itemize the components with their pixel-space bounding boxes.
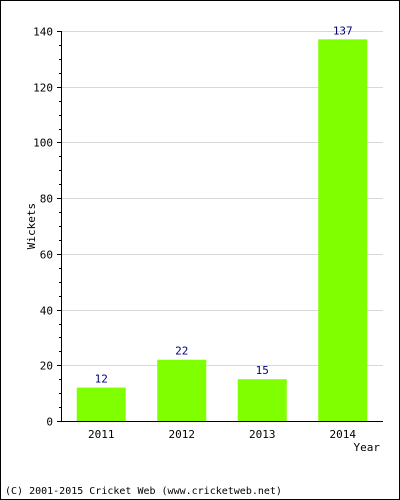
y-tick-label: 0 [46, 416, 53, 429]
y-tick-label: 100 [33, 137, 53, 150]
x-tick-label-2011: 2011 [88, 428, 115, 441]
data-label-2012: 22 [175, 345, 188, 358]
bar-2011 [76, 387, 126, 421]
y-tick-label: 120 [33, 82, 53, 95]
data-label-2014: 137 [333, 24, 353, 37]
x-tick-label-2014: 2014 [330, 428, 357, 441]
y-tick-label: 60 [40, 249, 53, 262]
y-axis-label: Wickets [25, 203, 38, 249]
x-tick-label-2012: 2012 [169, 428, 196, 441]
bar-2013 [237, 379, 287, 421]
bar-2014 [318, 39, 368, 421]
y-tick-label: 140 [33, 26, 53, 39]
axes: 0 20 40 60 80 100 120 140 2011 2012 2013 2014 [33, 26, 383, 441]
y-tick-label: 20 [40, 360, 53, 373]
y-tick-label: 80 [40, 193, 53, 206]
bar-2012 [157, 359, 207, 421]
data-label-2011: 12 [95, 373, 108, 386]
data-label-2013: 15 [256, 364, 269, 377]
bars [76, 39, 368, 421]
x-axis-label: Year [354, 441, 381, 454]
x-tick-label-2013: 2013 [249, 428, 276, 441]
copyright-text: (C) 2001-2015 Cricket Web (www.cricketwe… [5, 486, 282, 497]
y-tick-label: 40 [40, 305, 53, 318]
grid-lines [61, 31, 383, 366]
data-labels: 12 22 15 137 [95, 24, 353, 385]
